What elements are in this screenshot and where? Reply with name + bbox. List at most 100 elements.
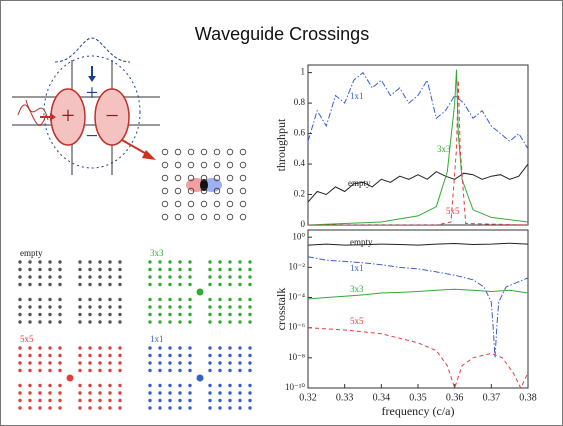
rod (238, 361, 242, 365)
rod (18, 267, 22, 272)
rod (168, 312, 172, 317)
rod (48, 305, 52, 309)
rod (187, 187, 195, 195)
rod (228, 267, 232, 272)
x-tick-label: 0.35 (409, 392, 427, 403)
rod (208, 383, 212, 388)
rod (118, 260, 122, 264)
rod (226, 161, 234, 169)
rod (48, 391, 52, 395)
rod (200, 161, 208, 169)
rod (38, 368, 42, 373)
rod (208, 267, 212, 272)
rod (48, 383, 52, 388)
series-label: 3x3 (437, 144, 451, 154)
vertical-wave (54, 37, 131, 63)
rod (218, 406, 222, 410)
rod (218, 361, 222, 365)
rod (78, 346, 82, 350)
rod (238, 320, 242, 324)
rod (178, 391, 182, 395)
rod (188, 406, 192, 410)
rod (28, 312, 32, 317)
rod (108, 312, 112, 317)
rod (18, 406, 22, 410)
rod (98, 305, 102, 309)
rod (108, 275, 112, 279)
rod (58, 267, 62, 272)
y-tick-label: 0.4 (294, 158, 306, 168)
rod (239, 213, 247, 221)
rod (118, 383, 122, 388)
rod (38, 305, 42, 309)
rod (98, 353, 102, 358)
rod (228, 361, 232, 365)
rod (228, 320, 232, 324)
rod (88, 267, 92, 272)
rod (158, 346, 162, 350)
rod (98, 297, 102, 302)
rod (174, 174, 182, 182)
rod (178, 312, 182, 317)
series-line (308, 288, 528, 300)
rod (118, 353, 122, 358)
arrow-head (50, 113, 56, 121)
y-tick-label: 10⁻⁶ (288, 322, 305, 332)
rod (48, 368, 52, 373)
rod (226, 148, 234, 156)
rod (161, 161, 169, 169)
rod (18, 297, 22, 302)
rod (98, 267, 102, 272)
rod (208, 398, 212, 403)
resonance-lobe (94, 88, 130, 146)
rod (174, 187, 182, 195)
rod (148, 346, 152, 350)
rod (238, 368, 242, 373)
rod (88, 282, 92, 287)
rod (188, 398, 192, 403)
rod (108, 305, 112, 309)
rod (108, 297, 112, 302)
series-label: empty (348, 178, 371, 188)
rod (226, 213, 234, 221)
rod (108, 368, 112, 373)
rod (108, 320, 112, 324)
rod (98, 383, 102, 388)
rod (38, 312, 42, 317)
rod (118, 368, 122, 373)
lattice-label: 1x1 (150, 334, 164, 344)
rod (58, 282, 62, 287)
rod (158, 353, 162, 358)
rod (178, 406, 182, 410)
rod (218, 312, 222, 317)
field-lattice (161, 148, 247, 221)
rod (174, 161, 182, 169)
rod (161, 200, 169, 208)
rod (118, 406, 122, 410)
x-tick-label: 0.37 (483, 392, 501, 403)
rod (187, 213, 195, 221)
rod (208, 391, 212, 395)
rod (48, 346, 52, 350)
rod (158, 282, 162, 287)
rod (187, 200, 195, 208)
rod (58, 305, 62, 309)
rod (158, 305, 162, 309)
defect-rod (66, 374, 74, 382)
rod (108, 406, 112, 410)
rod (28, 391, 32, 395)
rod (78, 361, 82, 365)
rod (28, 297, 32, 302)
rod (218, 267, 222, 272)
rod (178, 282, 182, 287)
rod (188, 275, 192, 279)
rod (248, 398, 252, 403)
rod (188, 282, 192, 287)
rod (238, 282, 242, 287)
rod (58, 368, 62, 373)
rod (228, 312, 232, 317)
rod (38, 267, 42, 272)
rod (161, 187, 169, 195)
rod (226, 174, 234, 182)
